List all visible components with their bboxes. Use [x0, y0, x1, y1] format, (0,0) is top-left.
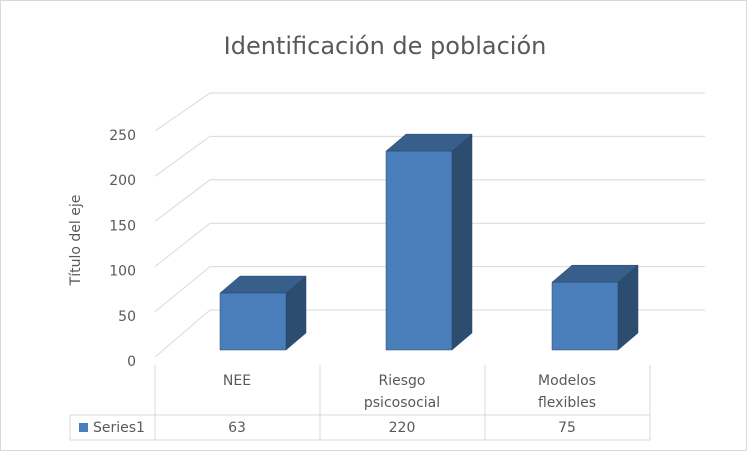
- y-tick-label: 100: [109, 264, 136, 280]
- legend-key: [79, 423, 88, 432]
- bar: [385, 133, 473, 351]
- category-label: Riesgo psicosocial: [363, 373, 441, 411]
- grid-line: [154, 222, 705, 267]
- bar-face: [219, 292, 287, 351]
- bar: [219, 275, 307, 351]
- chart-title: Identificación de población: [224, 32, 547, 60]
- y-tick-label: 200: [109, 173, 136, 189]
- category-label: Modelos flexibles: [537, 373, 597, 411]
- bar: [551, 264, 639, 351]
- grid-line: [154, 135, 705, 177]
- table-value: 63: [228, 420, 246, 436]
- y-tick-label: 150: [109, 218, 136, 234]
- table-value: 220: [389, 420, 416, 436]
- grid-line: [154, 309, 705, 358]
- category-label: NEE: [222, 373, 252, 389]
- bar-face: [385, 150, 453, 351]
- legend-label: Series1: [93, 420, 145, 436]
- bar-face: [451, 133, 473, 351]
- y-tick-label: 0: [127, 354, 136, 370]
- y-tick-label: 250: [109, 128, 136, 144]
- bar-face: [551, 281, 619, 351]
- table-value: 75: [558, 420, 576, 436]
- y-axis-title: Título del eje: [68, 195, 84, 287]
- grid-line: [154, 179, 705, 222]
- grid-line: [154, 92, 705, 132]
- grid-line: [154, 266, 705, 313]
- y-tick-label: 50: [118, 309, 136, 325]
